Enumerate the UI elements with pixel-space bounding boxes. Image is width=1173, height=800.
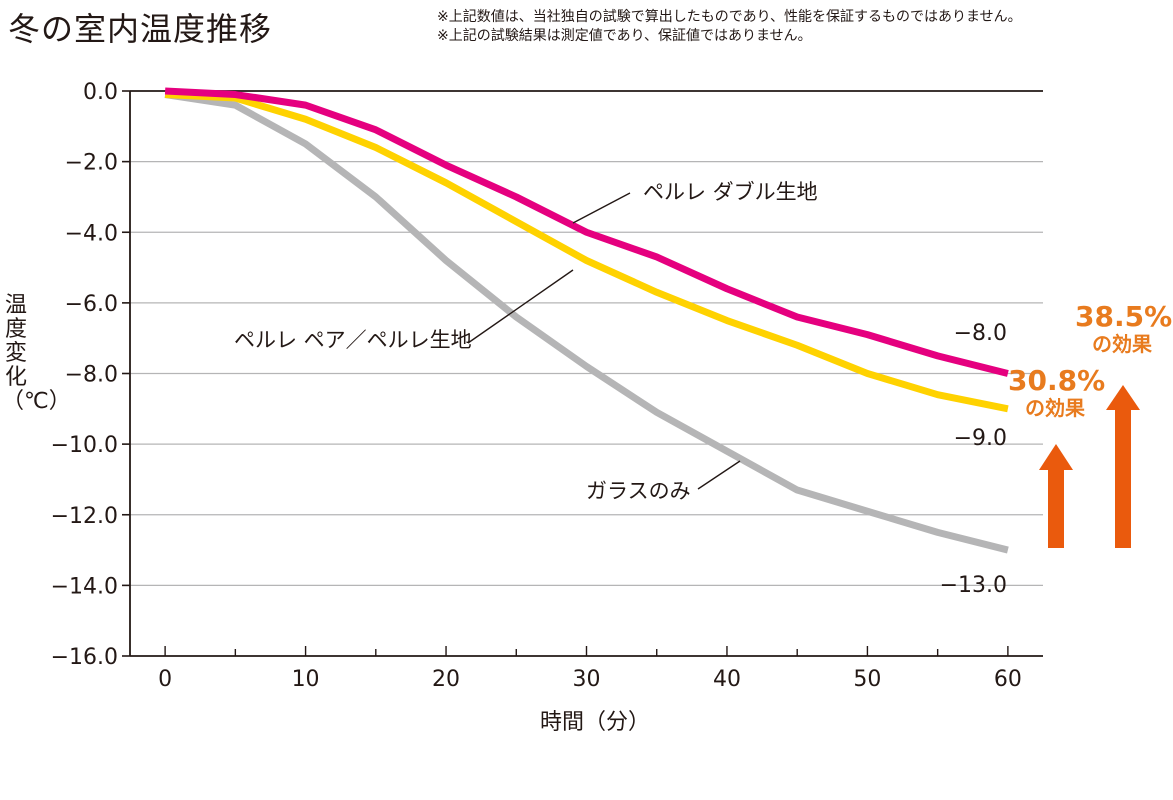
arrow-shaft-double	[1115, 410, 1131, 548]
y-tick-label: −2.0	[65, 151, 118, 176]
x-axis-label: 時間（分）	[540, 710, 651, 735]
end-label-double: −8.0	[954, 321, 1007, 346]
arrow-head-double	[1106, 385, 1140, 410]
series-lines	[164, 87, 1009, 554]
arrow-head-pair	[1039, 444, 1073, 470]
note-1: ※上記数値は、当社独自の試験で算出したものであり、性能を保証するものではありませ…	[437, 9, 1022, 25]
effect-pair: 30.8% の効果	[1008, 364, 1106, 421]
effect-pair-text: の効果	[1025, 396, 1085, 420]
effect-pair-pct: 30.8%	[1008, 364, 1106, 397]
series-line-pair	[164, 91, 1009, 413]
effect-double-text: の効果	[1092, 332, 1152, 356]
callout-leader-double	[572, 192, 631, 224]
axes	[122, 90, 1043, 657]
x-tick-labels: 0 10 20 30 40 50 60	[158, 667, 1022, 692]
y-tick-label: −12.0	[51, 504, 118, 529]
series-line-double	[164, 87, 1009, 377]
arrow-shaft-pair	[1048, 470, 1064, 548]
x-tick-label: 0	[158, 667, 172, 692]
effect-arrows	[1039, 385, 1140, 548]
chart-title: 冬の室内温度推移	[8, 10, 273, 48]
x-tick-label: 60	[994, 667, 1022, 692]
y-tick-label: −16.0	[51, 645, 118, 670]
grid-lines	[130, 161, 1043, 586]
y-tick-labels: 0.0 −2.0 −4.0 −6.0 −8.0 −10.0 −12.0 −14.0 −16.0	[51, 80, 118, 670]
effect-double: 38.5% の効果	[1075, 300, 1173, 357]
x-tick-label: 20	[432, 667, 460, 692]
y-tick-label: −14.0	[51, 574, 118, 599]
end-value-labels: −8.0 −9.0 −13.0	[940, 321, 1007, 598]
y-tick-label: 0.0	[83, 80, 118, 105]
x-tick-label: 30	[573, 667, 601, 692]
x-tick-label: 40	[713, 667, 741, 692]
series-label-glass: ガラスのみ	[586, 479, 691, 503]
series-label-pair: ペルレ ペア／ペルレ生地	[234, 328, 472, 352]
y-tick-label: −4.0	[65, 221, 118, 246]
end-label-glass: −13.0	[940, 573, 1007, 598]
series-label-double: ペルレ ダブル生地	[643, 180, 818, 204]
x-tick-label: 50	[853, 667, 881, 692]
y-tick-label: −8.0	[65, 363, 118, 388]
series-callouts: ペルレ ダブル生地 ペルレ ペア／ペルレ生地 ガラスのみ	[234, 180, 818, 503]
disclaimer-notes: ※上記数値は、当社独自の試験で算出したものであり、性能を保証するものではありませ…	[437, 8, 1022, 46]
effect-double-pct: 38.5%	[1075, 300, 1173, 333]
x-tick-label: 10	[292, 667, 320, 692]
note-2: ※上記の試験結果は測定値であり、保証値ではありません。	[437, 28, 812, 44]
callout-leader-glass	[697, 460, 741, 490]
series-line-glass	[164, 91, 1009, 554]
y-axis-label: 温度変化（℃）	[2, 293, 71, 414]
y-tick-label: −10.0	[51, 433, 118, 458]
y-tick-label: −6.0	[65, 292, 118, 317]
end-label-pair: −9.0	[954, 426, 1007, 451]
callout-leader-pair	[467, 269, 574, 344]
